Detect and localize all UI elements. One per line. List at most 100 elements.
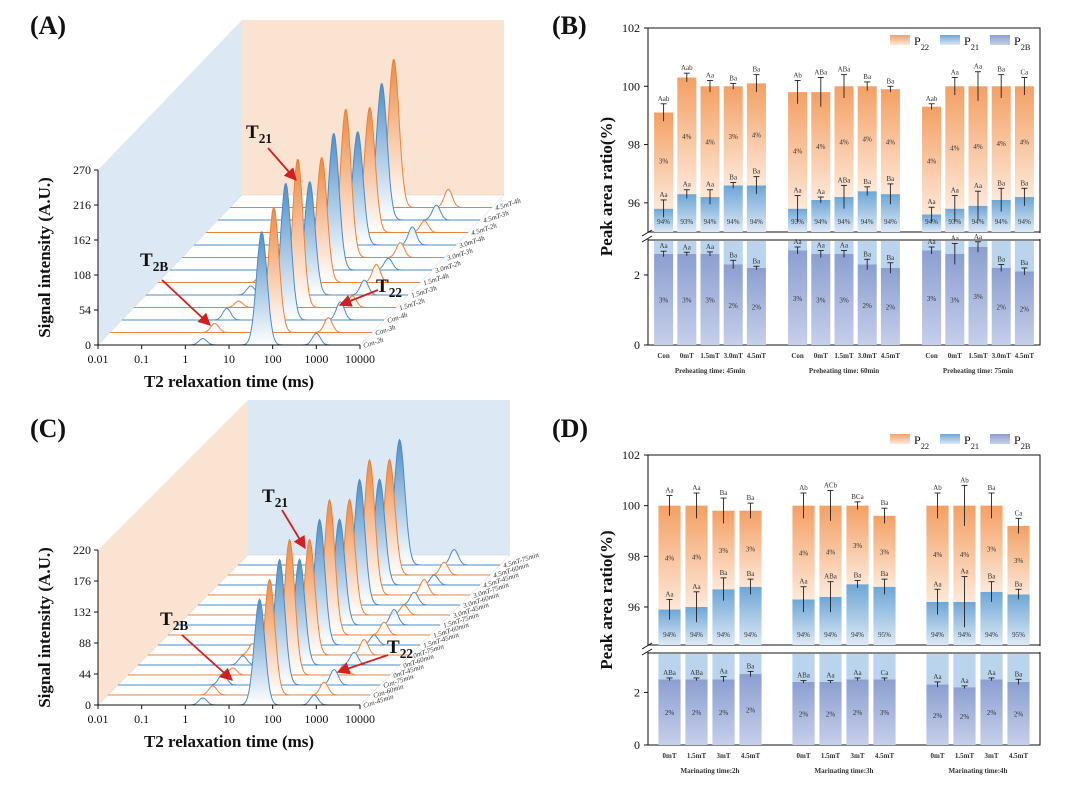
significance-letter-p2b: Aa (660, 242, 669, 250)
bar-p2b (788, 250, 808, 345)
x-tick-label: 10 (223, 712, 235, 726)
significance-letter-total: Aa (665, 487, 674, 495)
x-tick-label: 1000 (304, 712, 328, 726)
legend-label-sub: 21 (971, 43, 979, 52)
panel-label-c: (C) (30, 414, 66, 443)
bar-p21-lower (857, 241, 877, 265)
bar-p2b (926, 684, 949, 745)
y-tick-label: 102 (622, 21, 640, 35)
bar-p21 (857, 191, 877, 232)
value-label-p21: 94% (824, 631, 837, 639)
group-label: Marinating time:4h (949, 767, 1008, 775)
y-tick-label: 0 (634, 338, 640, 352)
significance-letter-total: Ba (863, 73, 872, 81)
significance-letter-p21: ABa (824, 573, 838, 581)
significance-letter-p21: Ba (720, 569, 729, 577)
category-label: 3.0mT (992, 352, 1012, 360)
y-tick-label: 216 (73, 198, 91, 212)
bar-p2b (677, 254, 697, 345)
y-axis-title: Peak area ratio(%) (597, 530, 616, 669)
value-label-p2b: 2% (1020, 305, 1030, 313)
significance-letter-total: Ab (793, 71, 802, 79)
significance-letter-total: Aa (706, 71, 715, 79)
bar-p21-lower (658, 654, 681, 680)
value-label-p2b: 2% (752, 304, 762, 312)
category-label: 0mT (797, 752, 811, 760)
value-label-p2b: 2% (853, 709, 863, 717)
significance-letter-total: Aa (951, 69, 960, 77)
bar-p21-lower (834, 241, 854, 254)
group-label: Preheating time: 60min (809, 367, 879, 375)
category-label: 0mT (814, 352, 828, 360)
y-tick-label: 96 (628, 600, 640, 614)
break-mark (641, 229, 653, 243)
bar-p21 (792, 599, 815, 645)
annotation-T21-main: T (262, 486, 275, 507)
significance-letter-p2b: Ba (1015, 670, 1024, 678)
bar-p21-lower (1014, 241, 1034, 272)
value-label-p21: 94% (958, 631, 971, 639)
x-tick-label: 100 (264, 712, 282, 726)
significance-letter-p2b: ABa (690, 669, 704, 677)
legend-swatch (940, 35, 960, 45)
bar-p2b (712, 679, 735, 745)
legend-label-main: P (914, 34, 921, 48)
significance-letter-p21: Aa (928, 198, 937, 206)
legend-swatch (890, 35, 910, 45)
bar-p21 (980, 591, 1003, 645)
bar-p21 (677, 194, 697, 232)
bar-p21-lower (677, 241, 697, 254)
value-label-p21: 94% (663, 631, 676, 639)
annotation-T2B-sub: 2B (153, 259, 169, 274)
break-mark (641, 642, 653, 656)
value-label-p2b: 2% (719, 709, 729, 717)
bar-p21-lower (746, 241, 766, 268)
bar-p21-lower (654, 241, 674, 254)
significance-letter-total: Ca (1021, 69, 1030, 77)
bar-p22 (712, 510, 735, 590)
y-tick-label: 108 (73, 268, 91, 282)
bar-p22 (685, 505, 708, 607)
bar-p21 (746, 185, 766, 232)
bar-p22 (677, 77, 697, 195)
value-label-p21: 94% (972, 218, 985, 226)
significance-letter-total: ABa (838, 66, 852, 74)
value-label-p2b: 3% (705, 297, 715, 305)
bar-p21 (654, 208, 674, 232)
value-label-p2b: 2% (665, 709, 675, 717)
significance-letter-p21: Aa (960, 568, 969, 576)
bar-p22 (811, 92, 831, 200)
legend-label: P2B (1014, 34, 1031, 52)
significance-letter-total: Ba (753, 66, 762, 74)
value-label-p21: 94% (704, 218, 717, 226)
value-label-p22: 4% (665, 555, 675, 563)
bar-p21-lower (1007, 654, 1030, 682)
panel-label-b: (B) (552, 11, 587, 40)
value-label-p21: 94% (797, 631, 810, 639)
significance-letter-p21: Ba (729, 173, 738, 181)
value-label-p22: 4% (1020, 139, 1030, 147)
bar-p21-lower (991, 241, 1011, 268)
x-tick-label: 10000 (345, 712, 375, 726)
value-label-p22: 4% (973, 143, 983, 151)
bar-p2b (739, 674, 762, 745)
bar-p21 (700, 197, 720, 232)
value-label-p22: 4% (960, 551, 970, 559)
bar-p2b (922, 250, 942, 345)
bar-p21-lower (953, 654, 976, 688)
significance-letter-p21: Ba (997, 179, 1006, 187)
value-label-p22: 4% (927, 158, 937, 166)
trace-Con-3h (110, 207, 372, 333)
category-label: 4.5mT (1009, 752, 1029, 760)
y-tick-label: 176 (73, 574, 91, 588)
bar-p22 (1014, 86, 1034, 198)
value-label-p22: 4% (682, 133, 692, 141)
y-tick-label: 54 (79, 303, 91, 317)
bar-p2b (945, 254, 965, 345)
legend-label-main: P (1014, 433, 1021, 447)
category-label: 1.5mT (968, 352, 988, 360)
bar-p22 (834, 86, 854, 198)
significance-letter-total: ABa (814, 69, 828, 77)
category-label: 4.5mT (747, 352, 767, 360)
